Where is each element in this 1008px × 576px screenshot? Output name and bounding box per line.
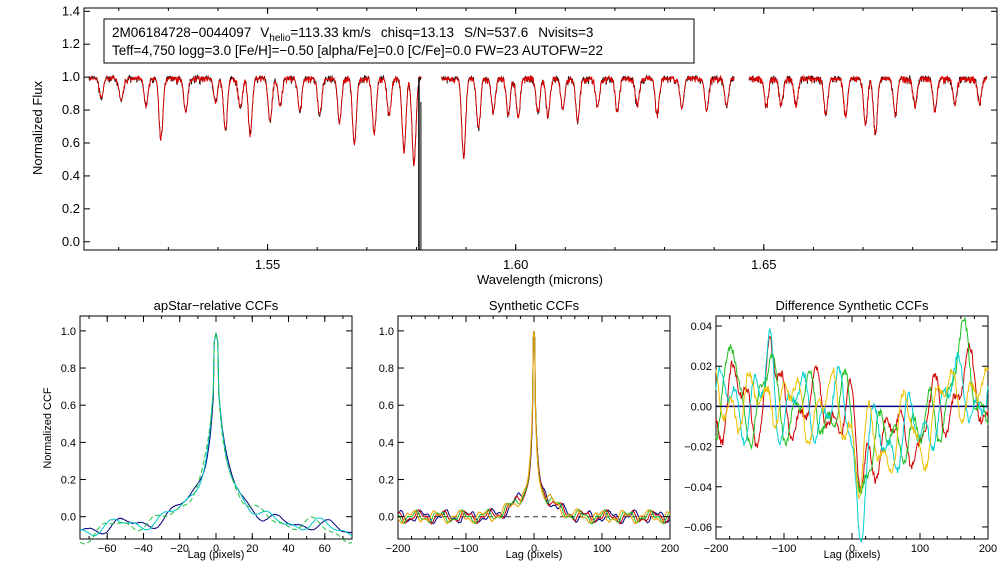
- difference-ccf-series-line: [715, 328, 989, 543]
- spectrum-series-group: [88, 74, 988, 250]
- y-tick-label: 0.2: [62, 201, 80, 216]
- x-tick-label: 200: [661, 543, 679, 555]
- difference-ccf-x-axis-label: Lag (pixels): [824, 549, 881, 561]
- x-tick-label: −60: [98, 543, 117, 555]
- synthetic-ccf-series-line: [397, 330, 671, 525]
- ccf-series-line: [80, 332, 353, 537]
- y-tick-label: 0.2: [379, 475, 394, 487]
- x-tick-label: 1.65: [751, 257, 776, 272]
- y-tick-label: 0.0: [379, 512, 394, 524]
- x-tick-label: −20: [170, 543, 189, 555]
- difference-ccf-panel: −200 −100 0 100 200 −0.06 −0.04 −0.02 0.00 0.02 0.…: [684, 298, 997, 561]
- synthetic-ccf-series-line: [397, 330, 671, 525]
- x-tick-label: 100: [911, 543, 929, 555]
- observed-spectrum-line: [88, 74, 422, 167]
- model-spectrum-line: [88, 74, 422, 167]
- annotation-line-2: Teff=4,750 logg=3.0 [Fe/H]=−0.50 [alpha/…: [112, 43, 603, 58]
- y-tick-label: 0.00: [691, 401, 712, 413]
- x-tick-label: −100: [454, 543, 479, 555]
- x-tick-label: −200: [704, 543, 729, 555]
- y-tick-label: 1.4: [62, 3, 80, 18]
- annotation-vhelio-value: =113.33 km/s: [290, 25, 371, 40]
- apstar-ccf-panel: −60 −40 −20 0 20 40 60 0.0 0.2 0.4 0.6 0.8 1.0 apSta…: [42, 298, 353, 561]
- y-tick-label: 1.2: [62, 36, 80, 51]
- synthetic-ccf-series-line: [397, 330, 671, 525]
- apstar-ccf-x-axis-label: Lag (pixels): [188, 549, 245, 561]
- y-tick-label: −0.06: [684, 522, 712, 534]
- y-tick-label: 1.0: [62, 69, 80, 84]
- annotation-nvisits: Nvisits=3: [538, 25, 593, 40]
- annotation-chisq: chisq=13.13: [381, 25, 454, 40]
- annotation-star-id: 2M06184728−0044097: [112, 25, 251, 40]
- y-tick-label: 0.0: [62, 234, 80, 249]
- x-tick-label: −100: [772, 543, 797, 555]
- synthetic-ccf-axis-ticks: −200 −100 0 100 200 0.0 0.2 0.4 0.6 0.8 1.0: [379, 316, 679, 555]
- annotation-sn: S/N=537.6: [464, 25, 528, 40]
- y-tick-label: 1.0: [379, 326, 394, 338]
- observed-spectrum-line: [441, 74, 735, 160]
- y-tick-label: 0.4: [61, 437, 76, 449]
- spectrum-annotation-box: [103, 18, 695, 64]
- synthetic-ccf-plot-frame: [397, 315, 671, 540]
- apstar-ccf-axis-ticks: −60 −40 −20 0 20 40 60 0.0 0.2 0.4 0.6 0.8 1.0: [61, 316, 352, 555]
- y-tick-label: 0.02: [691, 361, 712, 373]
- synthetic-ccf-title: Synthetic CCFs: [489, 298, 580, 313]
- x-tick-label: 0: [213, 543, 219, 555]
- y-tick-label: 0.8: [62, 102, 80, 117]
- x-tick-label: −40: [134, 543, 153, 555]
- apstar-ccf-series-group: [79, 332, 353, 545]
- y-tick-label: 0.4: [62, 168, 80, 183]
- x-tick-label: 1.55: [255, 257, 280, 272]
- apstar-ccf-title: apStar−relative CCFs: [154, 298, 279, 313]
- y-tick-label: 0.6: [62, 135, 80, 150]
- y-tick-label: 0.6: [379, 400, 394, 412]
- x-tick-label: 0: [531, 543, 537, 555]
- difference-ccf-series-line: [715, 317, 989, 495]
- y-tick-label: −0.02: [684, 442, 712, 454]
- difference-ccf-series-line: [715, 367, 989, 500]
- difference-ccf-series-group: [715, 317, 989, 543]
- x-tick-label: 100: [593, 543, 611, 555]
- x-tick-label: 40: [282, 543, 294, 555]
- y-tick-label: 0.8: [379, 363, 394, 375]
- synthetic-ccf-series-group: [397, 330, 671, 525]
- y-tick-label: 0.0: [61, 512, 76, 524]
- spectrum-axis-ticks: 1.55 1.60 1.65 0.0 0.2 0.4 0.6 0.8 1.0 1.2 1.4: [62, 3, 997, 272]
- synthetic-ccf-series-line: [397, 330, 671, 525]
- annotation-line-1: 2M06184728−0044097 Vhelio=113.33 km/s chis…: [112, 25, 593, 44]
- x-tick-label: 60: [319, 543, 331, 555]
- ccf-series-line: [79, 332, 353, 545]
- spectrum-panel: 1.55 1.60 1.65 0.0 0.2 0.4 0.6 0.8 1.0 1.2 1.4 2M0…: [30, 3, 998, 287]
- spectrum-x-axis-label: Wavelength (microns): [477, 272, 603, 287]
- spectrum-plot-frame: [83, 7, 998, 251]
- x-tick-label: 20: [246, 543, 258, 555]
- x-tick-label: 0: [849, 543, 855, 555]
- annotation-vhelio-prefix: V: [260, 25, 269, 40]
- x-tick-label: −200: [386, 543, 411, 555]
- apstar-ccf-y-axis-label: Normalized CCF: [42, 387, 54, 469]
- y-tick-label: 0.2: [61, 475, 76, 487]
- model-spectrum-line: [440, 74, 735, 160]
- ccf-series-line: [79, 332, 353, 535]
- synthetic-ccf-x-axis-label: Lag (pixels): [506, 549, 563, 561]
- y-tick-label: 0.6: [61, 400, 76, 412]
- apstar-ccf-plot-frame: [79, 315, 353, 540]
- annotation-vhelio-sub: helio: [269, 33, 291, 44]
- x-tick-label: 200: [979, 543, 997, 555]
- synthetic-ccf-panel: −200 −100 0 100 200 0.0 0.2 0.4 0.6 0.8 1.0 Synthe…: [379, 298, 679, 561]
- y-tick-label: 0.4: [379, 437, 394, 449]
- x-tick-label: 1.60: [503, 257, 528, 272]
- difference-ccf-title: Difference Synthetic CCFs: [776, 298, 929, 313]
- y-tick-label: 0.8: [61, 363, 76, 375]
- y-tick-label: 0.04: [691, 321, 712, 333]
- y-tick-label: 1.0: [61, 326, 76, 338]
- difference-ccf-axis-ticks: −200 −100 0 100 200 −0.06 −0.04 −0.02 0.00 0.02 0.…: [684, 316, 997, 555]
- model-spectrum-line: [748, 74, 988, 137]
- spectrum-y-axis-label: Normalized Flux: [30, 81, 45, 175]
- y-tick-label: −0.04: [684, 482, 712, 494]
